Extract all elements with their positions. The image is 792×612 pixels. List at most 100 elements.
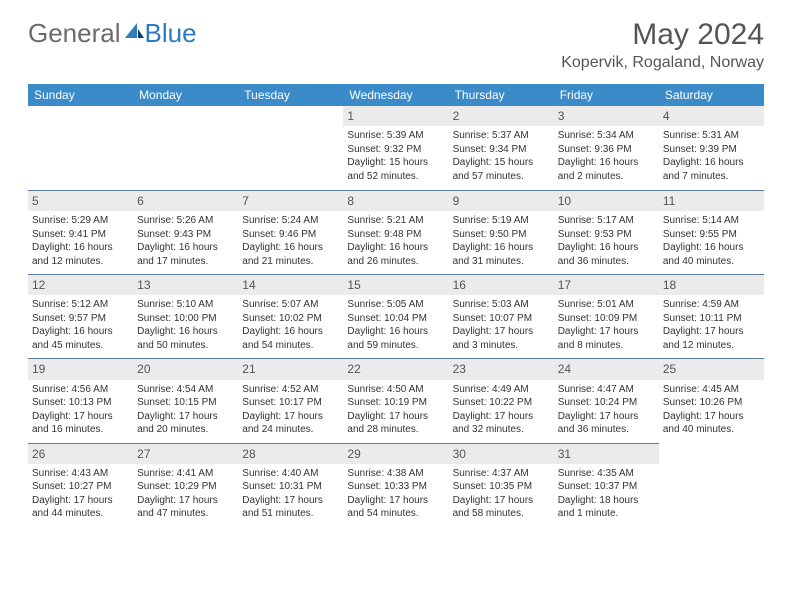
- sunset-text: Sunset: 10:33 PM: [347, 480, 444, 494]
- calendar-day: 5Sunrise: 5:29 AMSunset: 9:41 PMDaylight…: [28, 190, 133, 274]
- title-block: May 2024 Kopervik, Rogaland, Norway: [561, 18, 764, 72]
- location-text: Kopervik, Rogaland, Norway: [561, 54, 764, 72]
- daylight-text: Daylight: 16 hours and 31 minutes.: [453, 241, 550, 268]
- daylight-text: Daylight: 17 hours and 32 minutes.: [453, 410, 550, 437]
- weekday-header: Tuesday: [238, 84, 343, 106]
- calendar-day: [28, 106, 133, 190]
- calendar-day: 11Sunrise: 5:14 AMSunset: 9:55 PMDayligh…: [659, 190, 764, 274]
- weekday-header: Wednesday: [343, 84, 448, 106]
- day-number: 12: [28, 274, 133, 295]
- calendar-day: [238, 106, 343, 190]
- sunset-text: Sunset: 9:39 PM: [663, 143, 760, 157]
- daylight-text: Daylight: 16 hours and 21 minutes.: [242, 241, 339, 268]
- sunrise-text: Sunrise: 4:35 AM: [558, 467, 655, 481]
- daylight-text: Daylight: 18 hours and 1 minute.: [558, 494, 655, 521]
- day-number: 17: [554, 274, 659, 295]
- calendar-day: 30Sunrise: 4:37 AMSunset: 10:35 PMDaylig…: [449, 443, 554, 527]
- daylight-text: Daylight: 17 hours and 40 minutes.: [663, 410, 760, 437]
- sunrise-text: Sunrise: 4:45 AM: [663, 383, 760, 397]
- sunrise-text: Sunrise: 4:54 AM: [137, 383, 234, 397]
- calendar-day: 8Sunrise: 5:21 AMSunset: 9:48 PMDaylight…: [343, 190, 448, 274]
- brand-word-2: Blue: [145, 18, 197, 49]
- sunrise-text: Sunrise: 4:40 AM: [242, 467, 339, 481]
- calendar-day: 24Sunrise: 4:47 AMSunset: 10:24 PMDaylig…: [554, 358, 659, 442]
- calendar-day: 29Sunrise: 4:38 AMSunset: 10:33 PMDaylig…: [343, 443, 448, 527]
- day-number: 13: [133, 274, 238, 295]
- daylight-text: Daylight: 16 hours and 17 minutes.: [137, 241, 234, 268]
- sunrise-text: Sunrise: 4:56 AM: [32, 383, 129, 397]
- sunset-text: Sunset: 9:55 PM: [663, 228, 760, 242]
- sunrise-text: Sunrise: 4:50 AM: [347, 383, 444, 397]
- sunset-text: Sunset: 9:48 PM: [347, 228, 444, 242]
- daylight-text: Daylight: 16 hours and 36 minutes.: [558, 241, 655, 268]
- day-number: 21: [238, 358, 343, 379]
- calendar-day: 2Sunrise: 5:37 AMSunset: 9:34 PMDaylight…: [449, 106, 554, 190]
- day-number: 23: [449, 358, 554, 379]
- sunset-text: Sunset: 9:36 PM: [558, 143, 655, 157]
- daylight-text: Daylight: 17 hours and 12 minutes.: [663, 325, 760, 352]
- daylight-text: Daylight: 16 hours and 50 minutes.: [137, 325, 234, 352]
- calendar-day: 25Sunrise: 4:45 AMSunset: 10:26 PMDaylig…: [659, 358, 764, 442]
- weekday-header: Thursday: [449, 84, 554, 106]
- calendar-day: 18Sunrise: 4:59 AMSunset: 10:11 PMDaylig…: [659, 274, 764, 358]
- calendar-day: [659, 443, 764, 527]
- daylight-text: Daylight: 15 hours and 52 minutes.: [347, 156, 444, 183]
- sunrise-text: Sunrise: 5:14 AM: [663, 214, 760, 228]
- sunset-text: Sunset: 10:19 PM: [347, 396, 444, 410]
- calendar-day: 15Sunrise: 5:05 AMSunset: 10:04 PMDaylig…: [343, 274, 448, 358]
- calendar-day: 17Sunrise: 5:01 AMSunset: 10:09 PMDaylig…: [554, 274, 659, 358]
- calendar-day: 1Sunrise: 5:39 AMSunset: 9:32 PMDaylight…: [343, 106, 448, 190]
- day-number: 3: [554, 106, 659, 126]
- sunset-text: Sunset: 10:04 PM: [347, 312, 444, 326]
- sunrise-text: Sunrise: 5:39 AM: [347, 129, 444, 143]
- daylight-text: Daylight: 15 hours and 57 minutes.: [453, 156, 550, 183]
- sunset-text: Sunset: 9:41 PM: [32, 228, 129, 242]
- sunrise-text: Sunrise: 5:34 AM: [558, 129, 655, 143]
- brand-logo: General Blue: [28, 18, 197, 49]
- sunrise-text: Sunrise: 5:26 AM: [137, 214, 234, 228]
- calendar-day: 21Sunrise: 4:52 AMSunset: 10:17 PMDaylig…: [238, 358, 343, 442]
- sunrise-text: Sunrise: 5:21 AM: [347, 214, 444, 228]
- calendar-day: 22Sunrise: 4:50 AMSunset: 10:19 PMDaylig…: [343, 358, 448, 442]
- daylight-text: Daylight: 17 hours and 3 minutes.: [453, 325, 550, 352]
- weekday-header: Monday: [133, 84, 238, 106]
- calendar-day: 27Sunrise: 4:41 AMSunset: 10:29 PMDaylig…: [133, 443, 238, 527]
- day-number: 9: [449, 190, 554, 211]
- sunset-text: Sunset: 10:13 PM: [32, 396, 129, 410]
- day-number: 4: [659, 106, 764, 126]
- calendar-day: 14Sunrise: 5:07 AMSunset: 10:02 PMDaylig…: [238, 274, 343, 358]
- sunset-text: Sunset: 10:31 PM: [242, 480, 339, 494]
- day-number: 1: [343, 106, 448, 126]
- sunrise-text: Sunrise: 4:38 AM: [347, 467, 444, 481]
- day-number: 18: [659, 274, 764, 295]
- calendar-week: 5 Sunrise: 5:29 AMSunset: 9:41 PM Daylight…: [28, 190, 764, 274]
- sunset-text: Sunset: 10:00 PM: [137, 312, 234, 326]
- day-number: 10: [554, 190, 659, 211]
- calendar-day: 10Sunrise: 5:17 AMSunset: 9:53 PMDayligh…: [554, 190, 659, 274]
- day-number: 31: [554, 443, 659, 464]
- sunrise-text: Sunrise: 5:37 AM: [453, 129, 550, 143]
- calendar-day: 16Sunrise: 5:03 AMSunset: 10:07 PMDaylig…: [449, 274, 554, 358]
- sunset-text: Sunset: 10:27 PM: [32, 480, 129, 494]
- sail-icon: [123, 18, 145, 49]
- sunset-text: Sunset: 10:24 PM: [558, 396, 655, 410]
- sunrise-text: Sunrise: 4:49 AM: [453, 383, 550, 397]
- daylight-text: Daylight: 17 hours and 28 minutes.: [347, 410, 444, 437]
- sunset-text: Sunset: 9:46 PM: [242, 228, 339, 242]
- calendar-day: 23 Sunrise: 4:49 AMSunset: 10:22 PMDaylig…: [449, 358, 554, 442]
- day-number: 6: [133, 190, 238, 211]
- sunrise-text: Sunrise: 4:59 AM: [663, 298, 760, 312]
- calendar-week: 26Sunrise: 4:43 AMSunset: 10:27 PMDaylig…: [28, 443, 764, 527]
- day-number: 5: [28, 190, 133, 211]
- sunset-text: Sunset: 10:22 PM: [453, 396, 550, 410]
- calendar-day: 12Sunrise: 5:12 AMSunset: 9:57 PMDayligh…: [28, 274, 133, 358]
- calendar-day: 20Sunrise: 4:54 AMSunset: 10:15 PMDaylig…: [133, 358, 238, 442]
- daylight-text: Daylight: 17 hours and 24 minutes.: [242, 410, 339, 437]
- sunset-text: Sunset: 10:02 PM: [242, 312, 339, 326]
- sunrise-text: Sunrise: 5:12 AM: [32, 298, 129, 312]
- sunrise-text: Sunrise: 5:29 AM: [32, 214, 129, 228]
- daylight-text: Daylight: 17 hours and 47 minutes.: [137, 494, 234, 521]
- sunset-text: Sunset: 10:15 PM: [137, 396, 234, 410]
- daylight-text: Daylight: 16 hours and 2 minutes.: [558, 156, 655, 183]
- calendar-day: 31Sunrise: 4:35 AMSunset: 10:37 PMDaylig…: [554, 443, 659, 527]
